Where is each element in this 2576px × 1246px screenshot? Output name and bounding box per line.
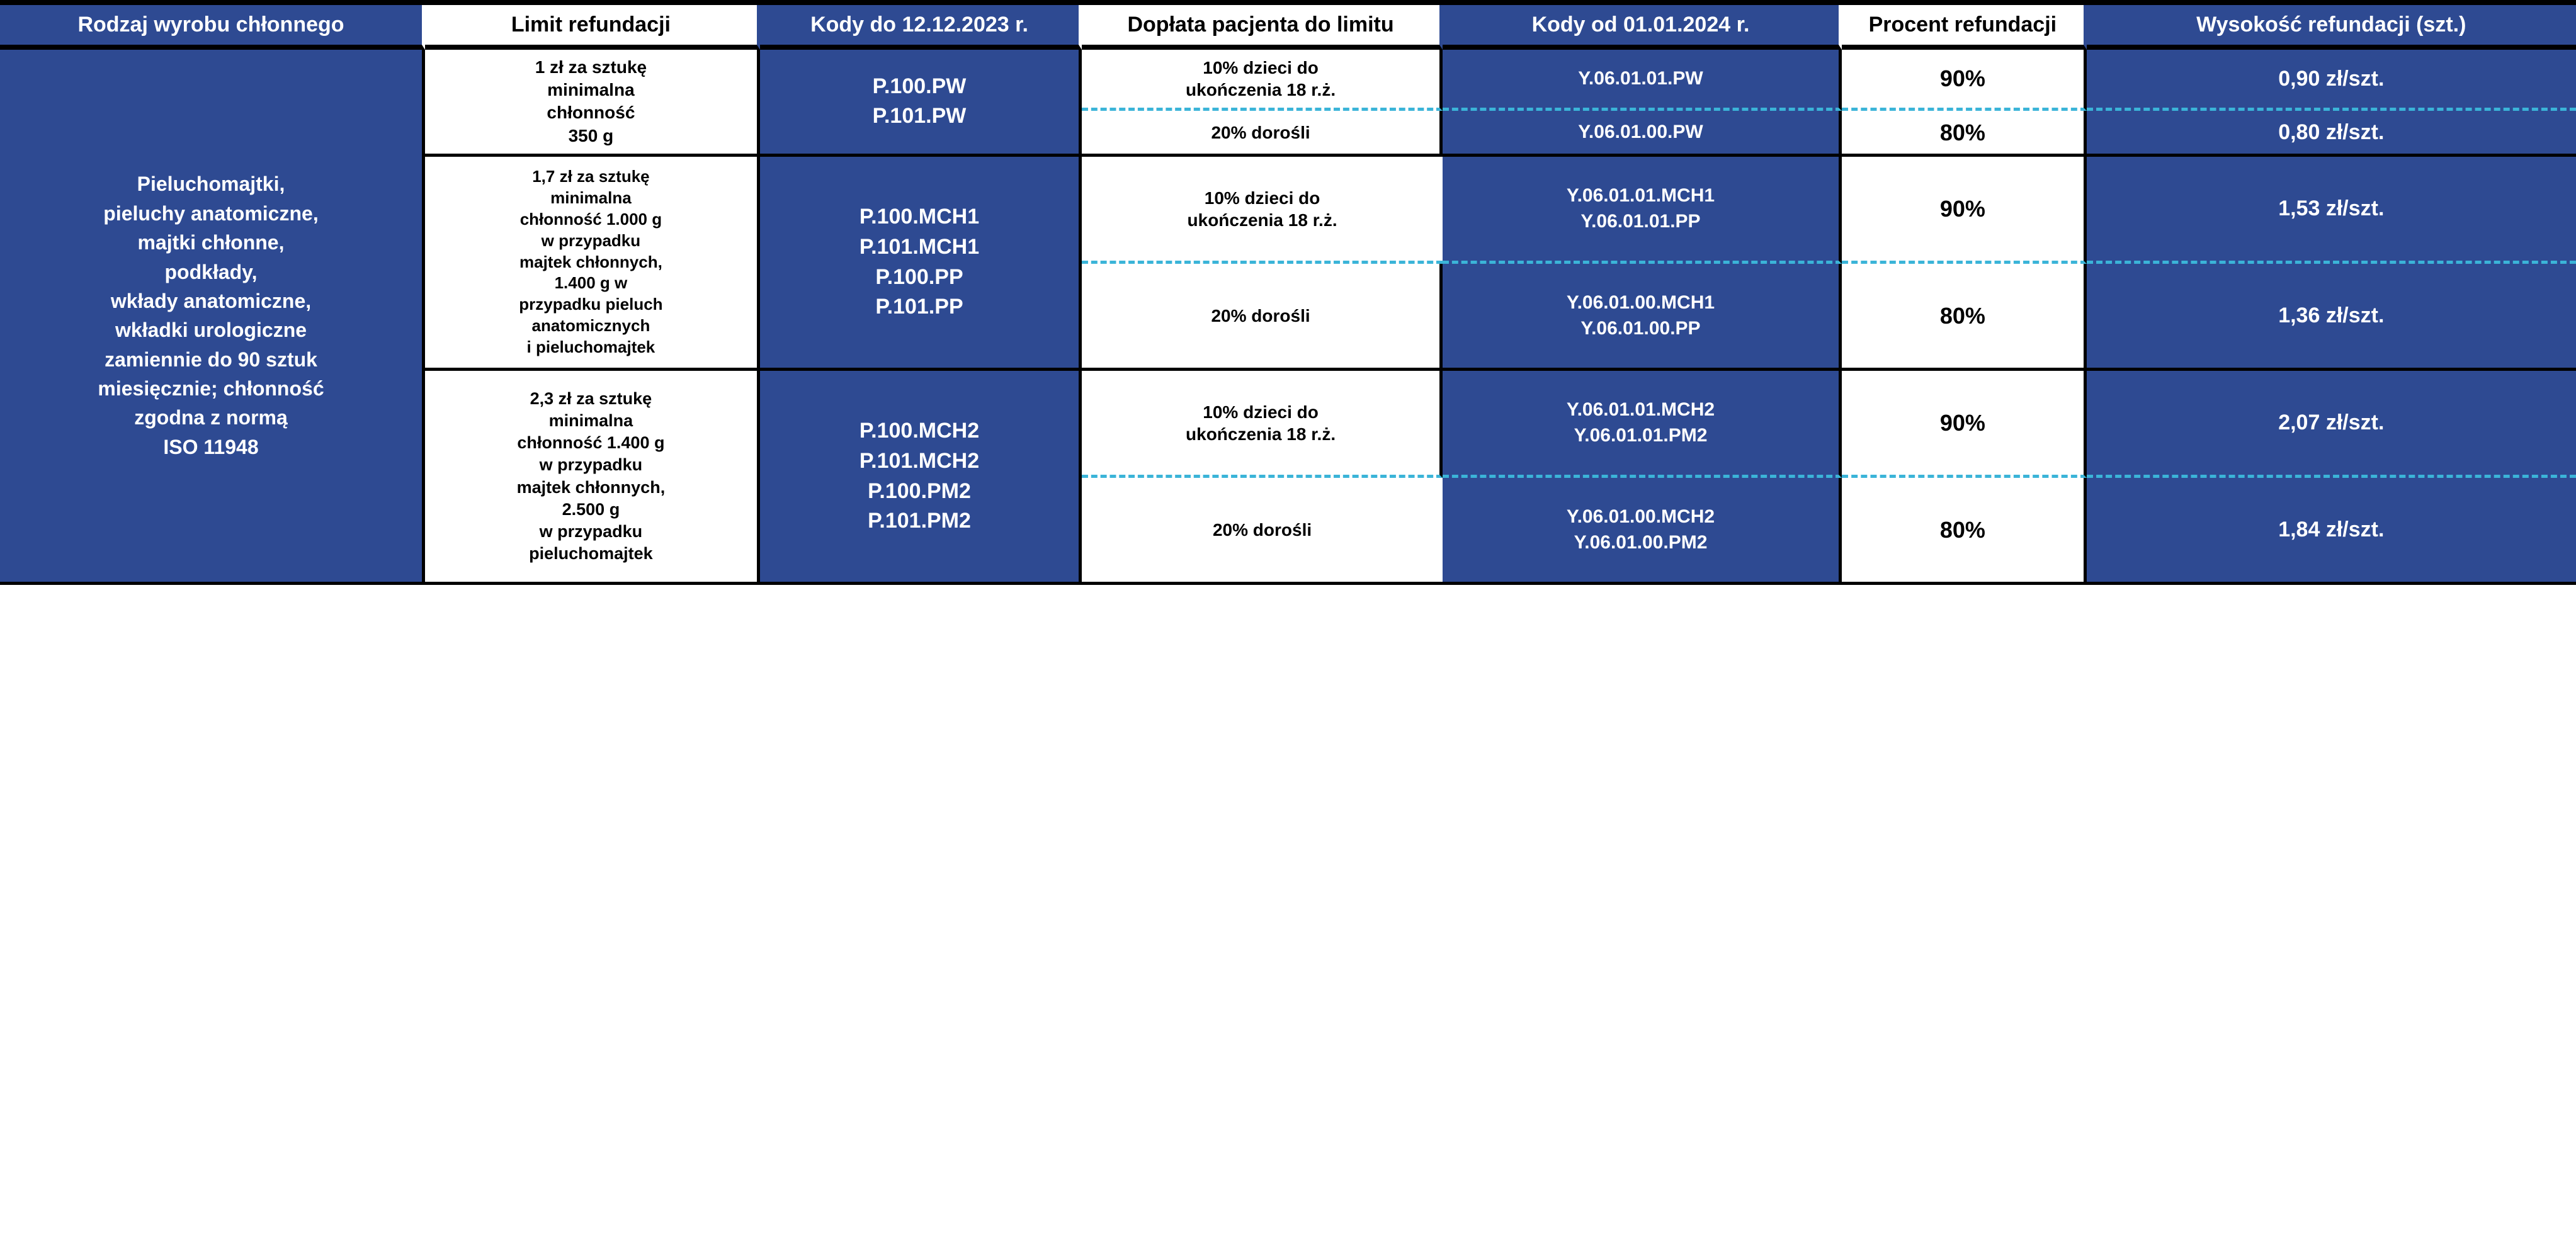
header-col-7: Wysokość refundacji (szt.): [2087, 5, 2576, 50]
pct-cell-2-1: 80%: [1842, 478, 2087, 585]
pct-cell-0-1: 80%: [1842, 111, 2087, 157]
pay-cell-1-0: 10% dzieci do ukończenia 18 r.ż.: [1082, 157, 1443, 264]
pay-cell-2-0: 10% dzieci do ukończenia 18 r.ż.: [1082, 371, 1443, 478]
pct-cell-0-0: 90%: [1842, 50, 2087, 111]
limit-cell-2: 2,3 zł za sztukę minimalna chłonność 1.4…: [425, 371, 760, 585]
old-codes-cell-1: P.100.MCH1 P.101.MCH1 P.100.PP P.101.PP: [760, 157, 1082, 371]
limit-cell-0: 1 zł za sztukę minimalna chłonność 350 g: [425, 50, 760, 157]
old-codes-cell-0: P.100.PW P.101.PW: [760, 50, 1082, 157]
pct-cell-1-0: 90%: [1842, 157, 2087, 264]
old-codes-cell-2: P.100.MCH2 P.101.MCH2 P.100.PM2 P.101.PM…: [760, 371, 1082, 585]
amt-cell-2-0: 2,07 zł/szt.: [2087, 371, 2576, 478]
amt-cell-0-0: 0,90 zł/szt.: [2087, 50, 2576, 111]
header-col-1: Rodzaj wyrobu chłonnego: [0, 5, 425, 50]
amt-cell-1-1: 1,36 zł/szt.: [2087, 264, 2576, 371]
new-codes-cell-1-0: Y.06.01.01.MCH1 Y.06.01.01.PP: [1443, 157, 1842, 264]
amt-cell-0-1: 0,80 zł/szt.: [2087, 111, 2576, 157]
header-col-6: Procent refundacji: [1842, 5, 2087, 50]
amt-cell-1-0: 1,53 zł/szt.: [2087, 157, 2576, 264]
header-col-4: Dopłata pacjenta do limitu: [1082, 5, 1443, 50]
new-codes-cell-2-0: Y.06.01.01.MCH2 Y.06.01.01.PM2: [1443, 371, 1842, 478]
new-codes-cell-2-1: Y.06.01.00.MCH2 Y.06.01.00.PM2: [1443, 478, 1842, 585]
pct-cell-1-1: 80%: [1842, 264, 2087, 371]
new-codes-cell-1-1: Y.06.01.00.MCH1 Y.06.01.00.PP: [1443, 264, 1842, 371]
new-codes-cell-0-0: Y.06.01.01.PW: [1443, 50, 1842, 111]
header-col-2: Limit refundacji: [425, 5, 760, 50]
pay-cell-0-1: 20% dorośli: [1082, 111, 1443, 157]
limit-cell-1: 1,7 zł za sztukę minimalna chłonność 1.0…: [425, 157, 760, 371]
header-col-3: Kody do 12.12.2023 r.: [760, 5, 1082, 50]
pay-cell-1-1: 20% dorośli: [1082, 264, 1443, 371]
header-col-5: Kody od 01.01.2024 r.: [1443, 5, 1842, 50]
refund-table: Rodzaj wyrobu chłonnego Limit refundacji…: [0, 0, 2576, 585]
product-type-cell: Pieluchomajtki, pieluchy anatomiczne, ma…: [0, 50, 425, 586]
pct-cell-2-0: 90%: [1842, 371, 2087, 478]
pay-cell-2-1: 20% dorośli: [1082, 478, 1443, 585]
amt-cell-2-1: 1,84 zł/szt.: [2087, 478, 2576, 585]
new-codes-cell-0-1: Y.06.01.00.PW: [1443, 111, 1842, 157]
pay-cell-0-0: 10% dzieci do ukończenia 18 r.ż.: [1082, 50, 1443, 111]
